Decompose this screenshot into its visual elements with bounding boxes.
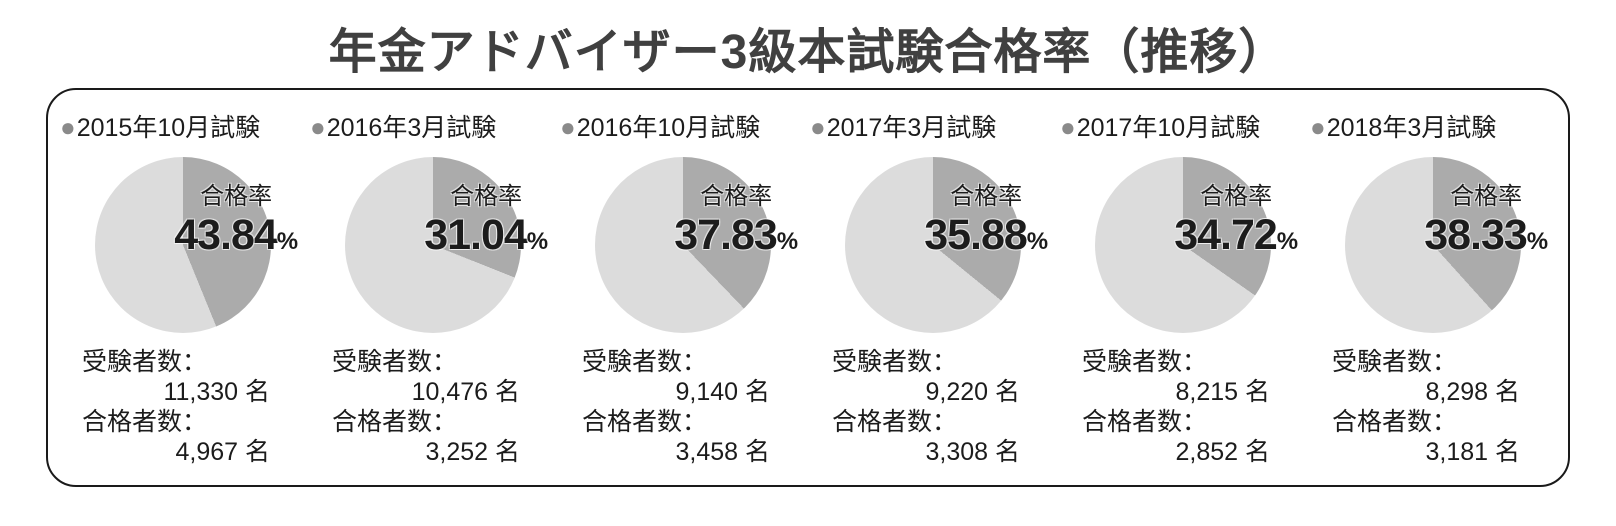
rate-value: 37.83 — [674, 211, 778, 260]
rate-value: 31.04 — [424, 211, 528, 260]
exam-stats: 受験者数： 8,298 名 合格者数： 3,181 名 — [1308, 347, 1558, 467]
exam-legend: ●2017年3月試験 — [810, 112, 1058, 143]
pie — [1345, 157, 1521, 333]
passers-value: 2,852 名 — [1175, 438, 1270, 466]
pie-chart: 合格率 34.72% — [1095, 157, 1298, 333]
rate-caption: 合格率 — [950, 183, 1023, 211]
applicants-value: 9,140 名 — [675, 378, 770, 406]
exam-legend: ●2017年10月試験 — [1060, 112, 1308, 143]
rate-caption: 合格率 — [1450, 183, 1523, 211]
applicants-value: 11,330 名 — [163, 378, 270, 406]
percent-sign: % — [276, 228, 299, 256]
exam-legend-label: 2017年3月試験 — [826, 114, 997, 142]
passers-value: 3,458 名 — [675, 438, 770, 466]
page-title: 年金アドバイザー3級本試験合格率（推移） — [328, 26, 1288, 79]
applicants-value: 10,476 名 — [411, 378, 520, 406]
pie — [595, 157, 771, 333]
applicants-label: 受験者数： — [582, 348, 708, 376]
percent-sign: % — [1526, 228, 1549, 256]
exam-legend: ●2016年10月試験 — [560, 112, 808, 143]
rate-caption: 合格率 — [700, 183, 773, 211]
exam-legend-label: 2015年10月試験 — [76, 114, 261, 142]
rate-value: 34.72 — [1174, 211, 1278, 260]
applicants-label: 受験者数： — [1082, 348, 1208, 376]
pass-rate-label: 合格率 35.88% — [924, 183, 1048, 260]
rate-value-row: 43.84% — [174, 211, 298, 260]
pie-chart: 合格率 43.84% — [95, 157, 298, 333]
passers-label: 合格者数： — [1332, 408, 1458, 436]
pass-rate-label: 合格率 31.04% — [424, 183, 548, 260]
percent-sign: % — [776, 228, 799, 256]
percent-sign: % — [1276, 228, 1299, 256]
applicants-value: 8,298 名 — [1425, 378, 1520, 406]
legend-bullet-icon: ● — [1060, 112, 1076, 142]
applicants-label: 受験者数： — [332, 348, 458, 376]
charts-panel: ●2015年10月試験 合格率 43.84% 受験者数： 11,330 名 合格… — [46, 88, 1570, 487]
pie-chart: 合格率 38.33% — [1345, 157, 1548, 333]
applicants-label: 受験者数： — [1332, 348, 1458, 376]
passers-label: 合格者数： — [82, 408, 208, 436]
applicants-label: 受験者数： — [832, 348, 958, 376]
pie — [95, 157, 271, 333]
legend-bullet-icon: ● — [1310, 112, 1326, 142]
passers-value: 3,308 名 — [925, 438, 1020, 466]
exam-stats: 受験者数： 8,215 名 合格者数： 2,852 名 — [1058, 347, 1308, 467]
exam-stats: 受験者数： 9,140 名 合格者数： 3,458 名 — [558, 347, 808, 467]
pie — [345, 157, 521, 333]
rate-value: 35.88 — [924, 211, 1028, 260]
exam-panel-2016-03: ●2016年3月試験 合格率 31.04% 受験者数： 10,476 名 合格者… — [308, 90, 558, 485]
pie-chart: 合格率 37.83% — [595, 157, 798, 333]
exam-legend: ●2018年3月試験 — [1310, 112, 1558, 143]
exam-legend-label: 2016年3月試験 — [326, 114, 497, 142]
legend-bullet-icon: ● — [60, 112, 76, 142]
pie — [1095, 157, 1271, 333]
rate-value-row: 38.33% — [1424, 211, 1548, 260]
pass-rate-label: 合格率 34.72% — [1174, 183, 1298, 260]
rate-value: 38.33 — [1424, 211, 1528, 260]
applicants-value: 9,220 名 — [925, 378, 1020, 406]
applicants-value: 8,215 名 — [1175, 378, 1270, 406]
percent-sign: % — [526, 228, 549, 256]
pass-rate-label: 合格率 38.33% — [1424, 183, 1548, 260]
exam-panel-2017-03: ●2017年3月試験 合格率 35.88% 受験者数： 9,220 名 合格者数… — [808, 90, 1058, 485]
rate-value: 43.84 — [174, 211, 278, 260]
percent-sign: % — [1026, 228, 1049, 256]
exam-panel-2018-03: ●2018年3月試験 合格率 38.33% 受験者数： 8,298 名 合格者数… — [1308, 90, 1558, 485]
exam-legend-label: 2018年3月試験 — [1326, 114, 1497, 142]
exam-stats: 受験者数： 11,330 名 合格者数： 4,967 名 — [58, 347, 308, 467]
passers-label: 合格者数： — [582, 408, 708, 436]
legend-bullet-icon: ● — [810, 112, 826, 142]
legend-bullet-icon: ● — [310, 112, 326, 142]
pie-chart: 合格率 31.04% — [345, 157, 548, 333]
exam-legend: ●2015年10月試験 — [60, 112, 308, 143]
pie-chart: 合格率 35.88% — [845, 157, 1048, 333]
exam-panel-2016-10: ●2016年10月試験 合格率 37.83% 受験者数： 9,140 名 合格者… — [558, 90, 808, 485]
pass-rate-label: 合格率 37.83% — [674, 183, 798, 260]
exam-stats: 受験者数： 9,220 名 合格者数： 3,308 名 — [808, 347, 1058, 467]
rate-caption: 合格率 — [200, 183, 273, 211]
exam-stats: 受験者数： 10,476 名 合格者数： 3,252 名 — [308, 347, 558, 467]
exam-legend-label: 2016年10月試験 — [576, 114, 761, 142]
exam-legend-label: 2017年10月試験 — [1076, 114, 1261, 142]
rate-caption: 合格率 — [1200, 183, 1273, 211]
passers-label: 合格者数： — [332, 408, 458, 436]
legend-bullet-icon: ● — [560, 112, 576, 142]
rate-value-row: 37.83% — [674, 211, 798, 260]
pie — [845, 157, 1021, 333]
applicants-label: 受験者数： — [82, 348, 208, 376]
pass-rate-label: 合格率 43.84% — [174, 183, 298, 260]
rate-caption: 合格率 — [450, 183, 523, 211]
passers-value: 4,967 名 — [175, 438, 270, 466]
rate-value-row: 34.72% — [1174, 211, 1298, 260]
passers-value: 3,181 名 — [1425, 438, 1520, 466]
rate-value-row: 31.04% — [424, 211, 548, 260]
exam-panel-2017-10: ●2017年10月試験 合格率 34.72% 受験者数： 8,215 名 合格者… — [1058, 90, 1308, 485]
passers-label: 合格者数： — [832, 408, 958, 436]
exam-legend: ●2016年3月試験 — [310, 112, 558, 143]
passers-value: 3,252 名 — [425, 438, 520, 466]
exam-panel-2015-10: ●2015年10月試験 合格率 43.84% 受験者数： 11,330 名 合格… — [58, 90, 308, 485]
passers-label: 合格者数： — [1082, 408, 1208, 436]
rate-value-row: 35.88% — [924, 211, 1048, 260]
